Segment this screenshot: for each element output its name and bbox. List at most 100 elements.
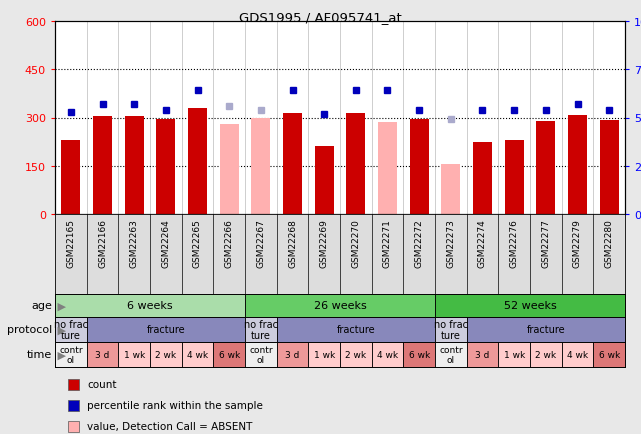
Text: 6 wk: 6 wk: [408, 350, 430, 359]
Bar: [62, 141, 80, 214]
Bar: [346, 113, 365, 214]
Bar: [372, 342, 403, 367]
Text: 3 d: 3 d: [476, 350, 490, 359]
Bar: [251, 118, 271, 214]
Bar: [87, 317, 245, 342]
Text: 3 d: 3 d: [285, 350, 300, 359]
Bar: [498, 342, 530, 367]
Text: 4 wk: 4 wk: [567, 350, 588, 359]
Bar: [594, 342, 625, 367]
Bar: [403, 342, 435, 367]
Text: GSM22267: GSM22267: [256, 218, 265, 267]
Text: fracture: fracture: [526, 325, 565, 335]
Text: GSM22166: GSM22166: [98, 218, 107, 267]
Text: GSM22269: GSM22269: [320, 218, 329, 267]
Text: GSM22272: GSM22272: [415, 218, 424, 267]
Text: GSM22268: GSM22268: [288, 218, 297, 267]
Text: time: time: [26, 350, 52, 360]
Text: contr
ol: contr ol: [249, 345, 272, 365]
Bar: [340, 342, 372, 367]
Text: 2 wk: 2 wk: [535, 350, 556, 359]
Bar: [124, 117, 144, 214]
Text: GSM22270: GSM22270: [351, 218, 360, 267]
Bar: [277, 342, 308, 367]
Text: protocol: protocol: [6, 325, 52, 335]
Text: 4 wk: 4 wk: [377, 350, 398, 359]
Text: 2 wk: 2 wk: [155, 350, 176, 359]
Text: GSM22271: GSM22271: [383, 218, 392, 267]
Text: 6 weeks: 6 weeks: [127, 301, 173, 311]
Bar: [55, 342, 87, 367]
Text: 52 weeks: 52 weeks: [504, 301, 556, 311]
Text: GSM22165: GSM22165: [66, 218, 76, 267]
Bar: [562, 342, 594, 367]
Bar: [442, 165, 460, 214]
Bar: [504, 141, 524, 214]
Bar: [119, 342, 150, 367]
Text: 3 d: 3 d: [96, 350, 110, 359]
Bar: [435, 317, 467, 342]
Text: GDS1995 / AF095741_at: GDS1995 / AF095741_at: [239, 11, 402, 24]
Bar: [378, 123, 397, 214]
Bar: [150, 342, 181, 367]
Text: value, Detection Call = ABSENT: value, Detection Call = ABSENT: [87, 421, 253, 431]
Bar: [245, 294, 435, 317]
Text: GSM22276: GSM22276: [510, 218, 519, 267]
Bar: [600, 121, 619, 214]
Text: percentile rank within the sample: percentile rank within the sample: [87, 400, 263, 410]
Bar: [181, 342, 213, 367]
Text: no frac
ture: no frac ture: [244, 319, 278, 341]
Text: 1 wk: 1 wk: [124, 350, 145, 359]
Text: GSM22274: GSM22274: [478, 218, 487, 267]
Text: no frac
ture: no frac ture: [434, 319, 468, 341]
Text: 2 wk: 2 wk: [345, 350, 367, 359]
Bar: [467, 342, 498, 367]
Bar: [435, 342, 467, 367]
Text: age: age: [31, 301, 52, 311]
Bar: [93, 117, 112, 214]
Text: GSM22263: GSM22263: [129, 218, 138, 267]
Text: 6 wk: 6 wk: [599, 350, 620, 359]
Text: 26 weeks: 26 weeks: [313, 301, 367, 311]
Bar: [435, 294, 625, 317]
Bar: [315, 147, 334, 214]
Text: GSM22264: GSM22264: [162, 218, 171, 267]
Text: 1 wk: 1 wk: [313, 350, 335, 359]
Text: 4 wk: 4 wk: [187, 350, 208, 359]
Text: GSM22279: GSM22279: [573, 218, 582, 267]
Bar: [245, 317, 277, 342]
Text: fracture: fracture: [147, 325, 185, 335]
Text: ▶: ▶: [54, 350, 66, 360]
Text: GSM22273: GSM22273: [446, 218, 455, 267]
Text: ▶: ▶: [54, 301, 66, 311]
Bar: [188, 108, 207, 214]
Text: no frac
ture: no frac ture: [54, 319, 88, 341]
Bar: [568, 115, 587, 214]
Text: 1 wk: 1 wk: [504, 350, 525, 359]
Bar: [55, 317, 87, 342]
Bar: [87, 342, 119, 367]
Text: GSM22280: GSM22280: [604, 218, 613, 267]
Bar: [410, 120, 429, 214]
Bar: [537, 122, 555, 214]
Text: GSM22277: GSM22277: [542, 218, 551, 267]
Bar: [156, 120, 176, 214]
Bar: [245, 342, 277, 367]
Bar: [213, 342, 245, 367]
Bar: [55, 294, 245, 317]
Bar: [473, 142, 492, 214]
Bar: [530, 342, 562, 367]
Text: fracture: fracture: [337, 325, 375, 335]
Bar: [308, 342, 340, 367]
Text: 6 wk: 6 wk: [219, 350, 240, 359]
Text: contr
ol: contr ol: [59, 345, 83, 365]
Bar: [467, 317, 625, 342]
Text: GSM22266: GSM22266: [224, 218, 234, 267]
Text: ▶: ▶: [54, 325, 66, 335]
Text: contr
ol: contr ol: [439, 345, 463, 365]
Bar: [283, 113, 302, 214]
Bar: [277, 317, 435, 342]
Text: GSM22265: GSM22265: [193, 218, 202, 267]
Text: count: count: [87, 379, 117, 389]
Bar: [220, 125, 238, 214]
